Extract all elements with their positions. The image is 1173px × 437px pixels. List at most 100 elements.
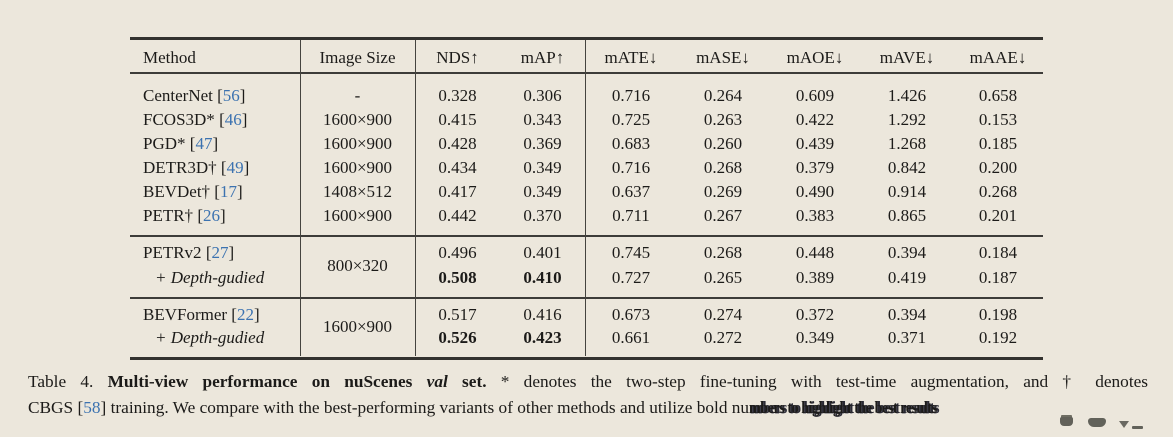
method-name: + Depth-gudied <box>155 328 265 347</box>
value-cell: 0.200 <box>978 158 1018 177</box>
image-size-cell: 1600×900 <box>322 110 393 129</box>
caption-garbled-text: mbers to highlight the best results <box>749 398 937 417</box>
value-cell: 0.269 <box>703 182 743 201</box>
col-header-1: Method <box>143 48 196 67</box>
value-cell: 0.661 <box>611 328 651 347</box>
value-cell: 0.371 <box>887 328 927 347</box>
value-cell: 0.349 <box>523 158 562 177</box>
vrule-map <box>585 40 587 356</box>
value-cell: 0.609 <box>795 86 835 105</box>
caption-title-val: val <box>426 372 448 391</box>
col-header-2: Image Size <box>319 48 396 67</box>
value-cell: 0.379 <box>795 158 835 177</box>
caption-citation-58[interactable]: 58 <box>83 398 101 417</box>
table-bottom-rule <box>130 357 1043 360</box>
method-cell: BEVDet† [17] <box>143 182 243 201</box>
value-cell: 1.292 <box>887 110 927 129</box>
value-cell: 0.496 <box>438 243 477 262</box>
value-cell: 0.372 <box>795 305 835 324</box>
value-cell: 1.268 <box>887 134 927 153</box>
caption-text-2: CBGS [ <box>28 398 84 417</box>
value-cell: 0.508 <box>438 268 477 287</box>
col-header-5: mATE↓ <box>604 48 658 67</box>
value-cell: 0.439 <box>795 134 835 153</box>
value-cell: 0.526 <box>438 328 477 347</box>
value-cell: 0.401 <box>523 243 562 262</box>
value-cell: 0.442 <box>438 206 477 225</box>
image-size-cell: - <box>354 86 361 105</box>
citation-link[interactable]: 47 <box>195 134 213 153</box>
citation-link[interactable]: 46 <box>224 110 242 129</box>
value-cell: 1.426 <box>887 86 927 105</box>
value-cell: 0.267 <box>703 206 743 225</box>
value-cell: 0.343 <box>523 110 562 129</box>
group-rule-2 <box>130 297 1043 299</box>
citation-link[interactable]: 17 <box>219 182 237 201</box>
method-cell: BEVFormer [22] <box>143 305 260 324</box>
method-cell: PETRv2 [27] <box>143 243 235 262</box>
method-name: PETRv2 <box>143 243 202 262</box>
value-cell: 0.725 <box>611 110 651 129</box>
col-header-9: mAAE↓ <box>969 48 1027 67</box>
citation-link[interactable]: 26 <box>202 206 220 225</box>
value-cell: 0.745 <box>611 243 651 262</box>
value-cell: 0.716 <box>611 86 651 105</box>
caption-title-end: set. <box>447 372 501 391</box>
col-header-8: mAVE↓ <box>879 48 935 67</box>
caption-label: Table 4. <box>28 372 108 391</box>
player-control-triangle-icon[interactable] <box>1119 421 1129 428</box>
caption-line-1: Table 4. Multi-view performance on nuSce… <box>28 369 1148 395</box>
value-cell: 0.383 <box>795 206 835 225</box>
col-header-3: NDS↑ <box>436 48 479 67</box>
value-cell: 0.201 <box>978 206 1018 225</box>
caption-text-3: ] training. We compare with the best-per… <box>100 398 750 417</box>
method-name: PETR† <box>143 206 194 225</box>
table-top-rule <box>130 37 1043 40</box>
value-cell: 0.306 <box>523 86 562 105</box>
col-header-7: mAOE↓ <box>786 48 844 67</box>
value-cell: 0.260 <box>703 134 743 153</box>
value-cell: 0.394 <box>887 243 927 262</box>
value-cell: 0.490 <box>795 182 835 201</box>
value-cell: 0.369 <box>523 134 562 153</box>
value-cell: 0.184 <box>978 243 1018 262</box>
col-header-4: mAP↑ <box>520 48 565 67</box>
player-control-dash-icon[interactable] <box>1132 426 1143 429</box>
value-cell: 0.842 <box>887 158 927 177</box>
value-cell: 0.349 <box>795 328 835 347</box>
value-cell: 0.658 <box>978 86 1018 105</box>
image-size-merged-cell: 1600×900 <box>322 316 393 336</box>
value-cell: 0.370 <box>523 206 562 225</box>
value-cell: 0.865 <box>887 206 927 225</box>
value-cell: 0.268 <box>703 158 743 177</box>
value-cell: 0.417 <box>438 182 477 201</box>
value-cell: 0.349 <box>523 182 562 201</box>
citation-link[interactable]: 22 <box>236 305 254 324</box>
group-rule-1 <box>130 235 1043 237</box>
value-cell: 0.711 <box>612 206 650 225</box>
value-cell: 0.914 <box>887 182 927 201</box>
value-cell: 0.673 <box>611 305 651 324</box>
citation-link[interactable]: 49 <box>226 158 244 177</box>
value-cell: 0.415 <box>438 110 477 129</box>
method-cell: PETR† [26] <box>143 206 226 225</box>
player-control-icon-1[interactable] <box>1060 417 1073 426</box>
value-cell: 0.637 <box>611 182 651 201</box>
value-cell: 0.198 <box>978 305 1018 324</box>
value-cell: 0.274 <box>703 305 743 324</box>
value-cell: 0.716 <box>611 158 651 177</box>
citation-link[interactable]: 56 <box>222 86 240 105</box>
player-control-icon-2[interactable] <box>1088 418 1106 427</box>
method-name: CenterNet <box>143 86 213 105</box>
method-name: DETR3D† <box>143 158 217 177</box>
caption-text-1: * denotes the two-step fine-tuning with … <box>500 372 1149 391</box>
value-cell: 0.517 <box>438 305 477 324</box>
citation-link[interactable]: 27 <box>211 243 229 262</box>
method-cell: FCOS3D* [46] <box>143 110 248 129</box>
vrule-method <box>300 40 302 356</box>
value-cell: 0.389 <box>795 268 835 287</box>
method-name: BEVFormer <box>143 305 228 324</box>
value-cell: 0.422 <box>795 110 835 129</box>
value-cell: 0.394 <box>887 305 927 324</box>
header-rule <box>130 72 1043 74</box>
